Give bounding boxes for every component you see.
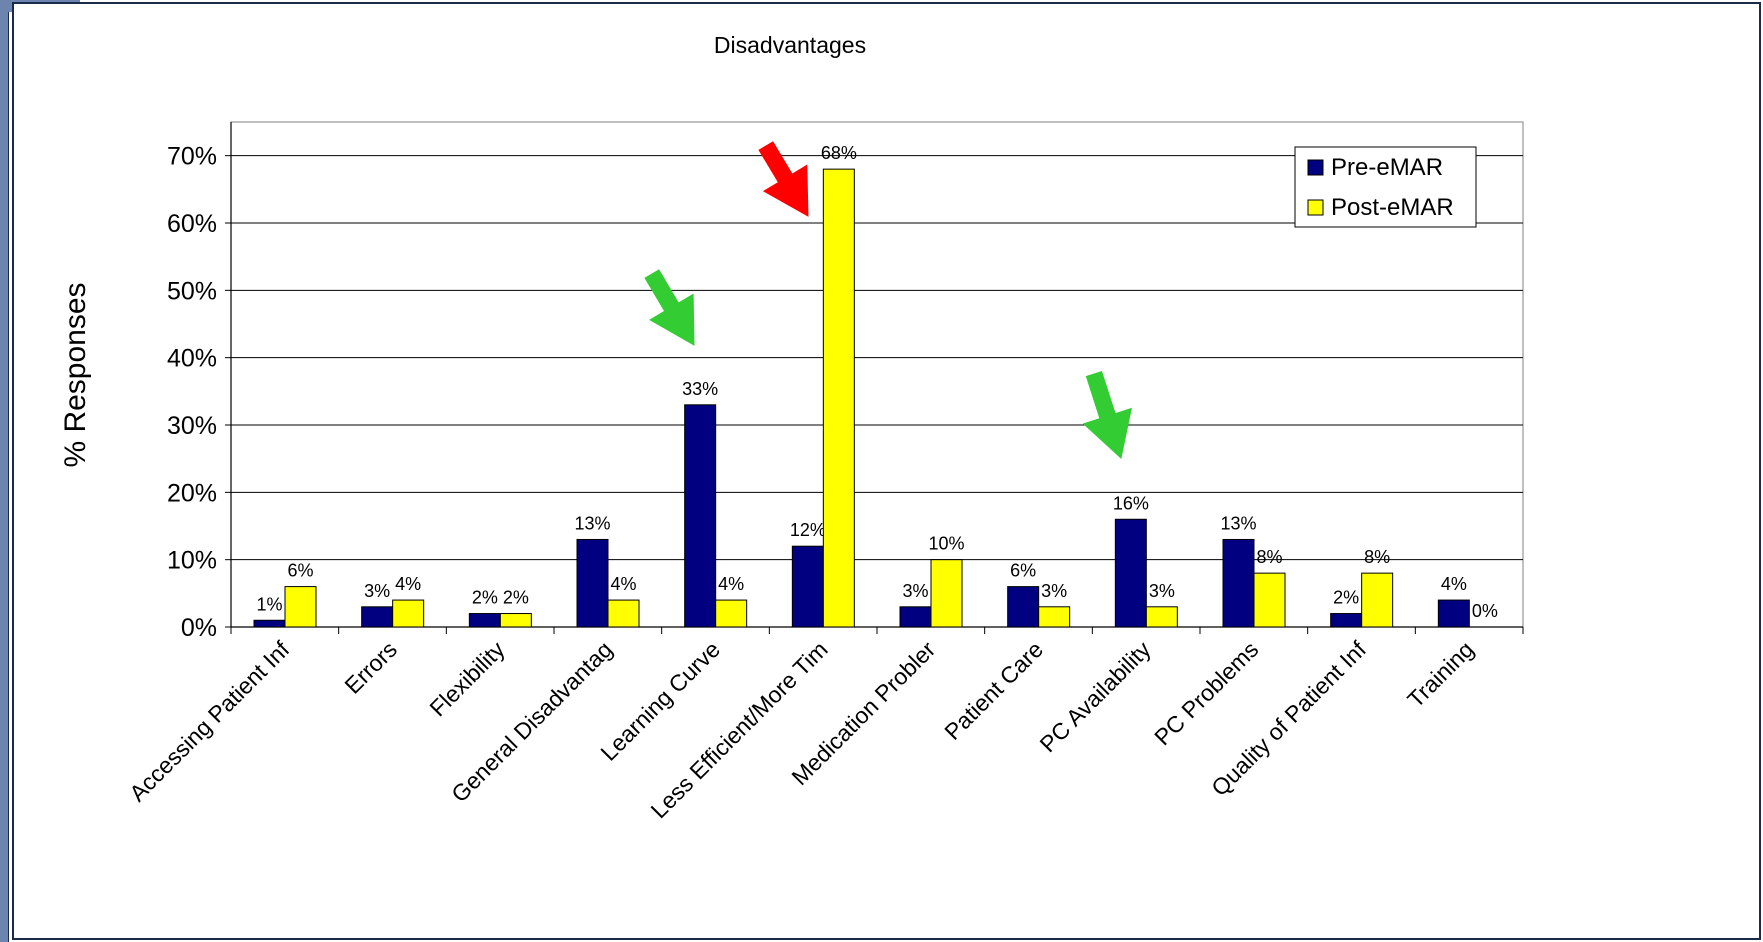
data-label: 4% <box>395 574 421 594</box>
bar-pre-emar <box>1437 599 1470 628</box>
x-category-label: PC Problems <box>1149 636 1263 750</box>
bar-post-emar <box>392 599 425 628</box>
bar-pre-emar <box>468 613 501 628</box>
data-label: 13% <box>1220 513 1256 533</box>
legend-swatch <box>1307 159 1324 176</box>
data-label: 3% <box>1041 581 1067 601</box>
x-category-label: Less Efficient/More Tim <box>646 636 833 823</box>
data-label: 4% <box>610 574 636 594</box>
bar-post-emar <box>930 559 963 628</box>
x-category-label: Patient Care <box>939 636 1048 745</box>
x-category-label: Errors <box>339 636 402 699</box>
bar-post-emar <box>1361 572 1394 628</box>
legend: Pre-eMAR Post-eMAR <box>1294 146 1477 228</box>
data-label: 3% <box>364 581 390 601</box>
x-category-label: Accessing Patient Inf <box>124 636 295 807</box>
bar-pre-emar <box>1007 586 1040 628</box>
bar-pre-emar <box>791 545 824 628</box>
data-label: 6% <box>1010 561 1036 581</box>
bar-pre-emar <box>1222 538 1255 628</box>
y-tick-label: 20% <box>167 479 217 507</box>
data-label: 10% <box>928 534 964 554</box>
bar-post-emar <box>499 613 532 628</box>
bar-pre-emar <box>576 538 609 628</box>
data-label: 2% <box>503 588 529 608</box>
y-axis-label: % Responses <box>59 282 92 467</box>
annotation-arrow <box>1082 370 1132 459</box>
bar-post-emar <box>1253 572 1286 628</box>
bar-post-emar <box>607 599 640 628</box>
bar-post-emar <box>1145 606 1178 628</box>
data-label: 6% <box>287 561 313 581</box>
x-category-label: Flexibility <box>424 636 510 722</box>
data-label: 8% <box>1364 547 1390 567</box>
bar-post-emar <box>822 168 855 628</box>
legend-label: Post-eMAR <box>1331 194 1454 221</box>
legend-label: Pre-eMAR <box>1331 154 1443 181</box>
bar-pre-emar <box>899 606 932 628</box>
y-tick-label: 60% <box>167 210 217 238</box>
data-label: 12% <box>790 520 826 540</box>
bar-pre-emar <box>684 404 717 628</box>
x-category-label: Training <box>1402 636 1479 713</box>
data-label: 33% <box>682 379 718 399</box>
y-tick-label: 0% <box>181 614 217 642</box>
annotation-arrows <box>644 141 1132 459</box>
data-label: 2% <box>1333 588 1359 608</box>
data-label: 4% <box>718 574 744 594</box>
data-label: 2% <box>472 588 498 608</box>
x-category-label: PC Availability <box>1035 636 1156 757</box>
y-tick-label: 40% <box>167 345 217 373</box>
annotation-arrow <box>758 141 809 217</box>
chart-title: Disadvantages <box>714 32 866 58</box>
y-tick-label: 70% <box>167 143 217 171</box>
bar-pre-emar <box>1330 613 1363 628</box>
legend-box <box>1294 146 1477 228</box>
bar-pre-emar <box>361 606 394 628</box>
bar-pre-emar <box>253 619 286 628</box>
bar-post-emar <box>1038 606 1071 628</box>
bar-post-emar <box>715 599 748 628</box>
data-label: 0% <box>1472 601 1498 621</box>
annotation-arrow <box>644 269 695 346</box>
data-label: 3% <box>902 581 928 601</box>
data-label: 4% <box>1441 574 1467 594</box>
data-label: 3% <box>1149 581 1175 601</box>
legend-swatch <box>1307 199 1324 216</box>
data-label: 16% <box>1113 493 1149 513</box>
data-label: 8% <box>1256 547 1282 567</box>
data-label: 68% <box>821 143 857 163</box>
data-label: 13% <box>574 513 610 533</box>
slide-left-stripe <box>0 0 9 942</box>
bar-post-emar <box>284 586 317 628</box>
y-tick-label: 30% <box>167 412 217 440</box>
bar-pre-emar <box>1114 518 1147 628</box>
y-tick-label: 50% <box>167 277 217 305</box>
data-label: 1% <box>256 594 282 614</box>
y-tick-label: 10% <box>167 547 217 575</box>
